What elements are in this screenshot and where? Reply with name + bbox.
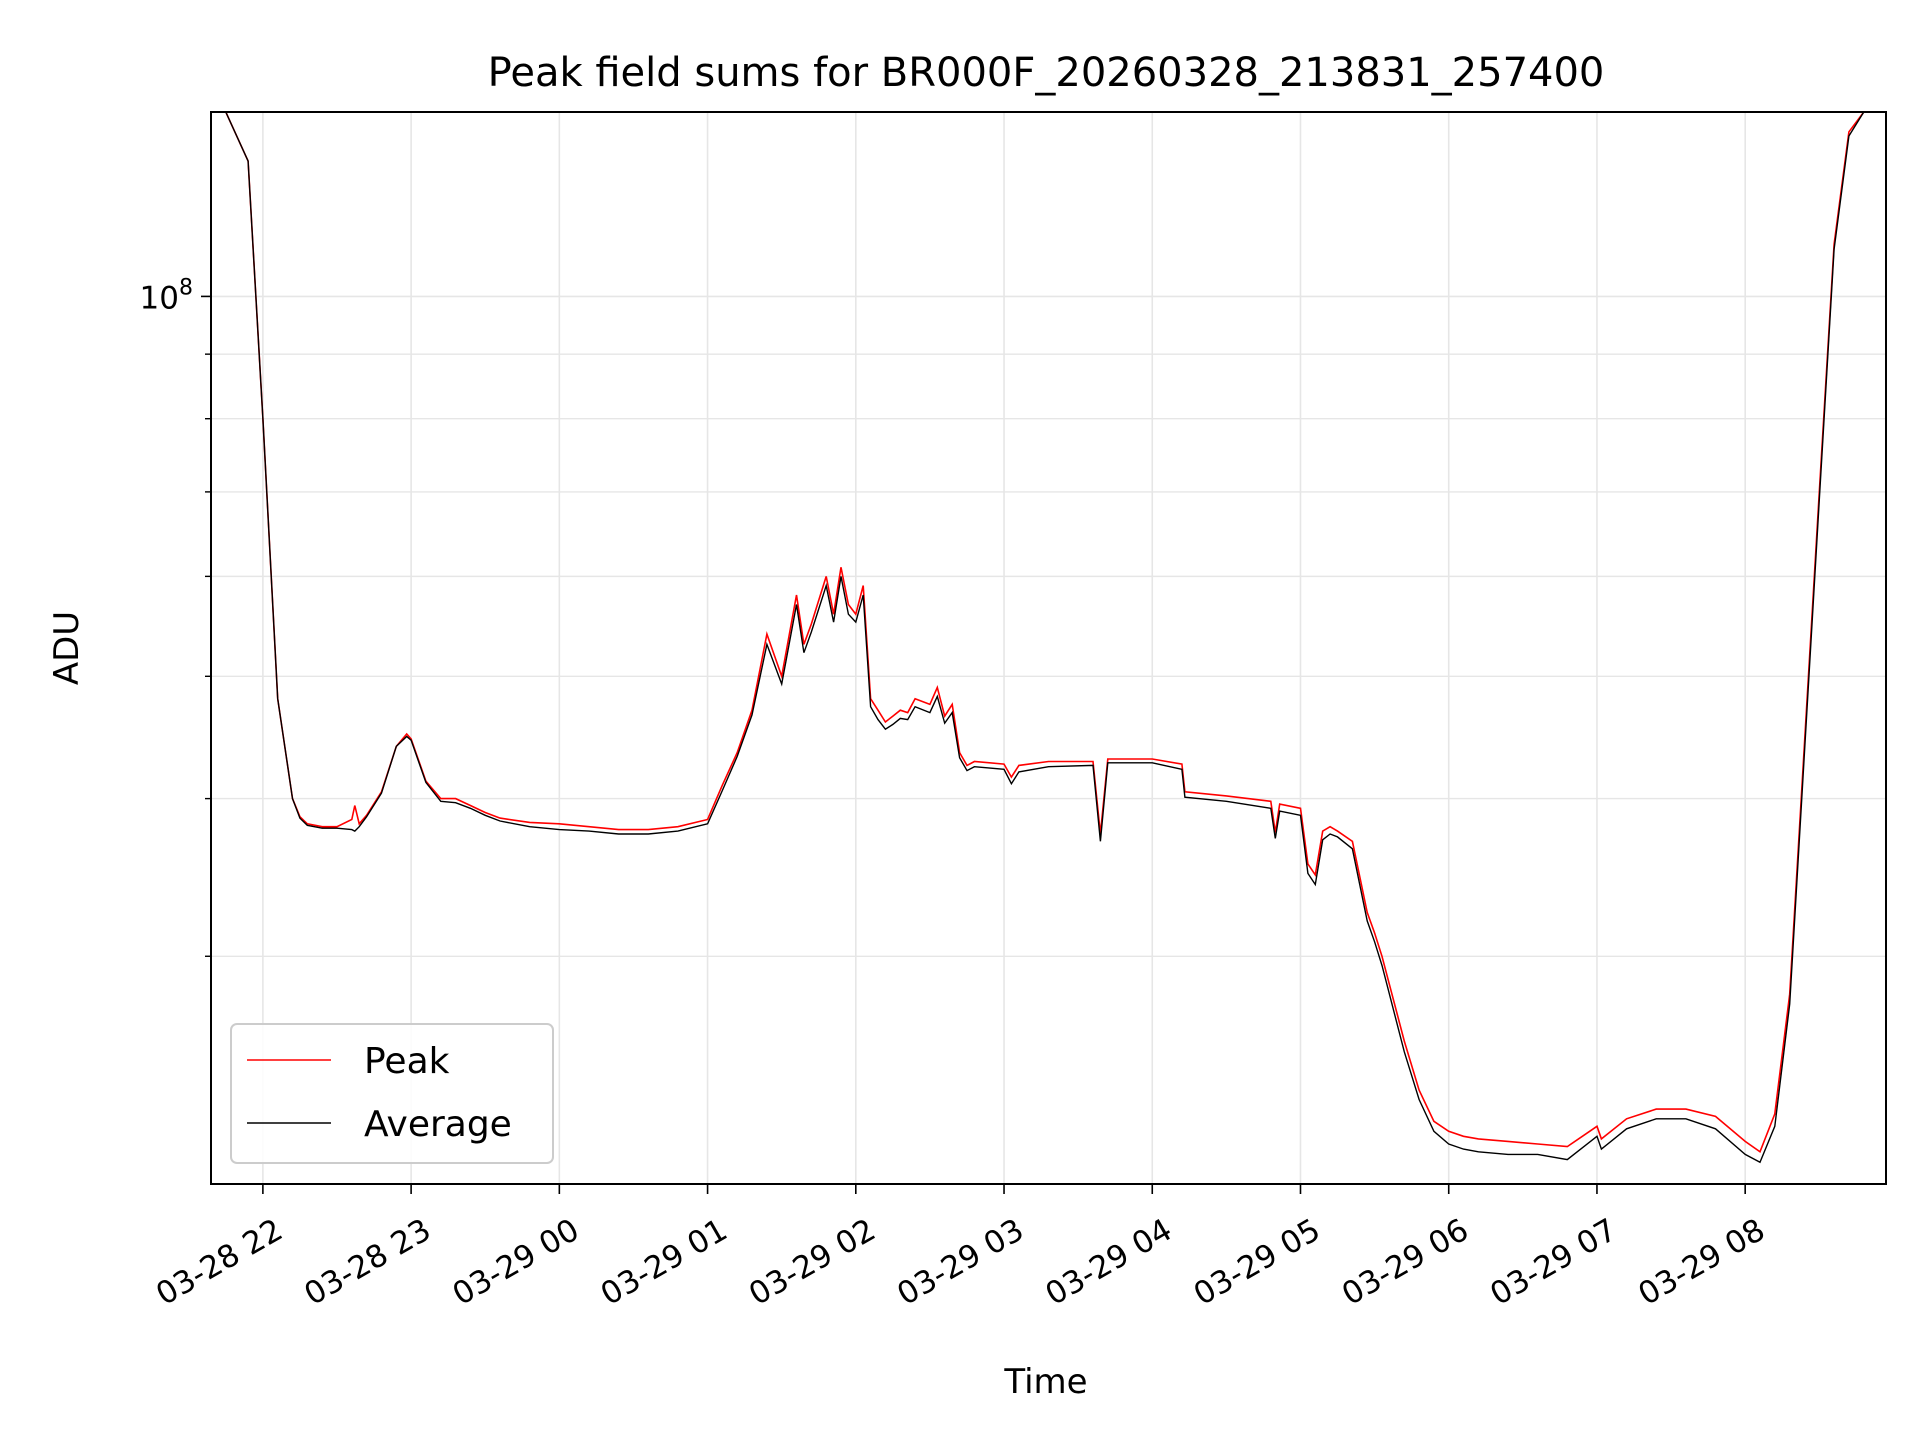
- legend-label-peak: Peak: [364, 1041, 450, 1082]
- grid: [211, 112, 1886, 1184]
- legend-label-average: Average: [364, 1104, 512, 1145]
- y-tick-label: 108: [140, 275, 193, 316]
- plot-frame: [210, 111, 1887, 1185]
- series-line-peak: [225, 111, 1865, 1154]
- legend: Peak Average: [230, 1023, 554, 1164]
- legend-box: [230, 1023, 554, 1164]
- y-axis-label: ADU: [47, 611, 87, 685]
- y-axis: 108: [140, 275, 211, 957]
- x-axis-label: Time: [1003, 1362, 1087, 1402]
- series-line-average: [225, 111, 1865, 1164]
- series-layer: [225, 111, 1865, 1164]
- chart-title: Peak field sums for BR000F_20260328_2138…: [488, 50, 1605, 96]
